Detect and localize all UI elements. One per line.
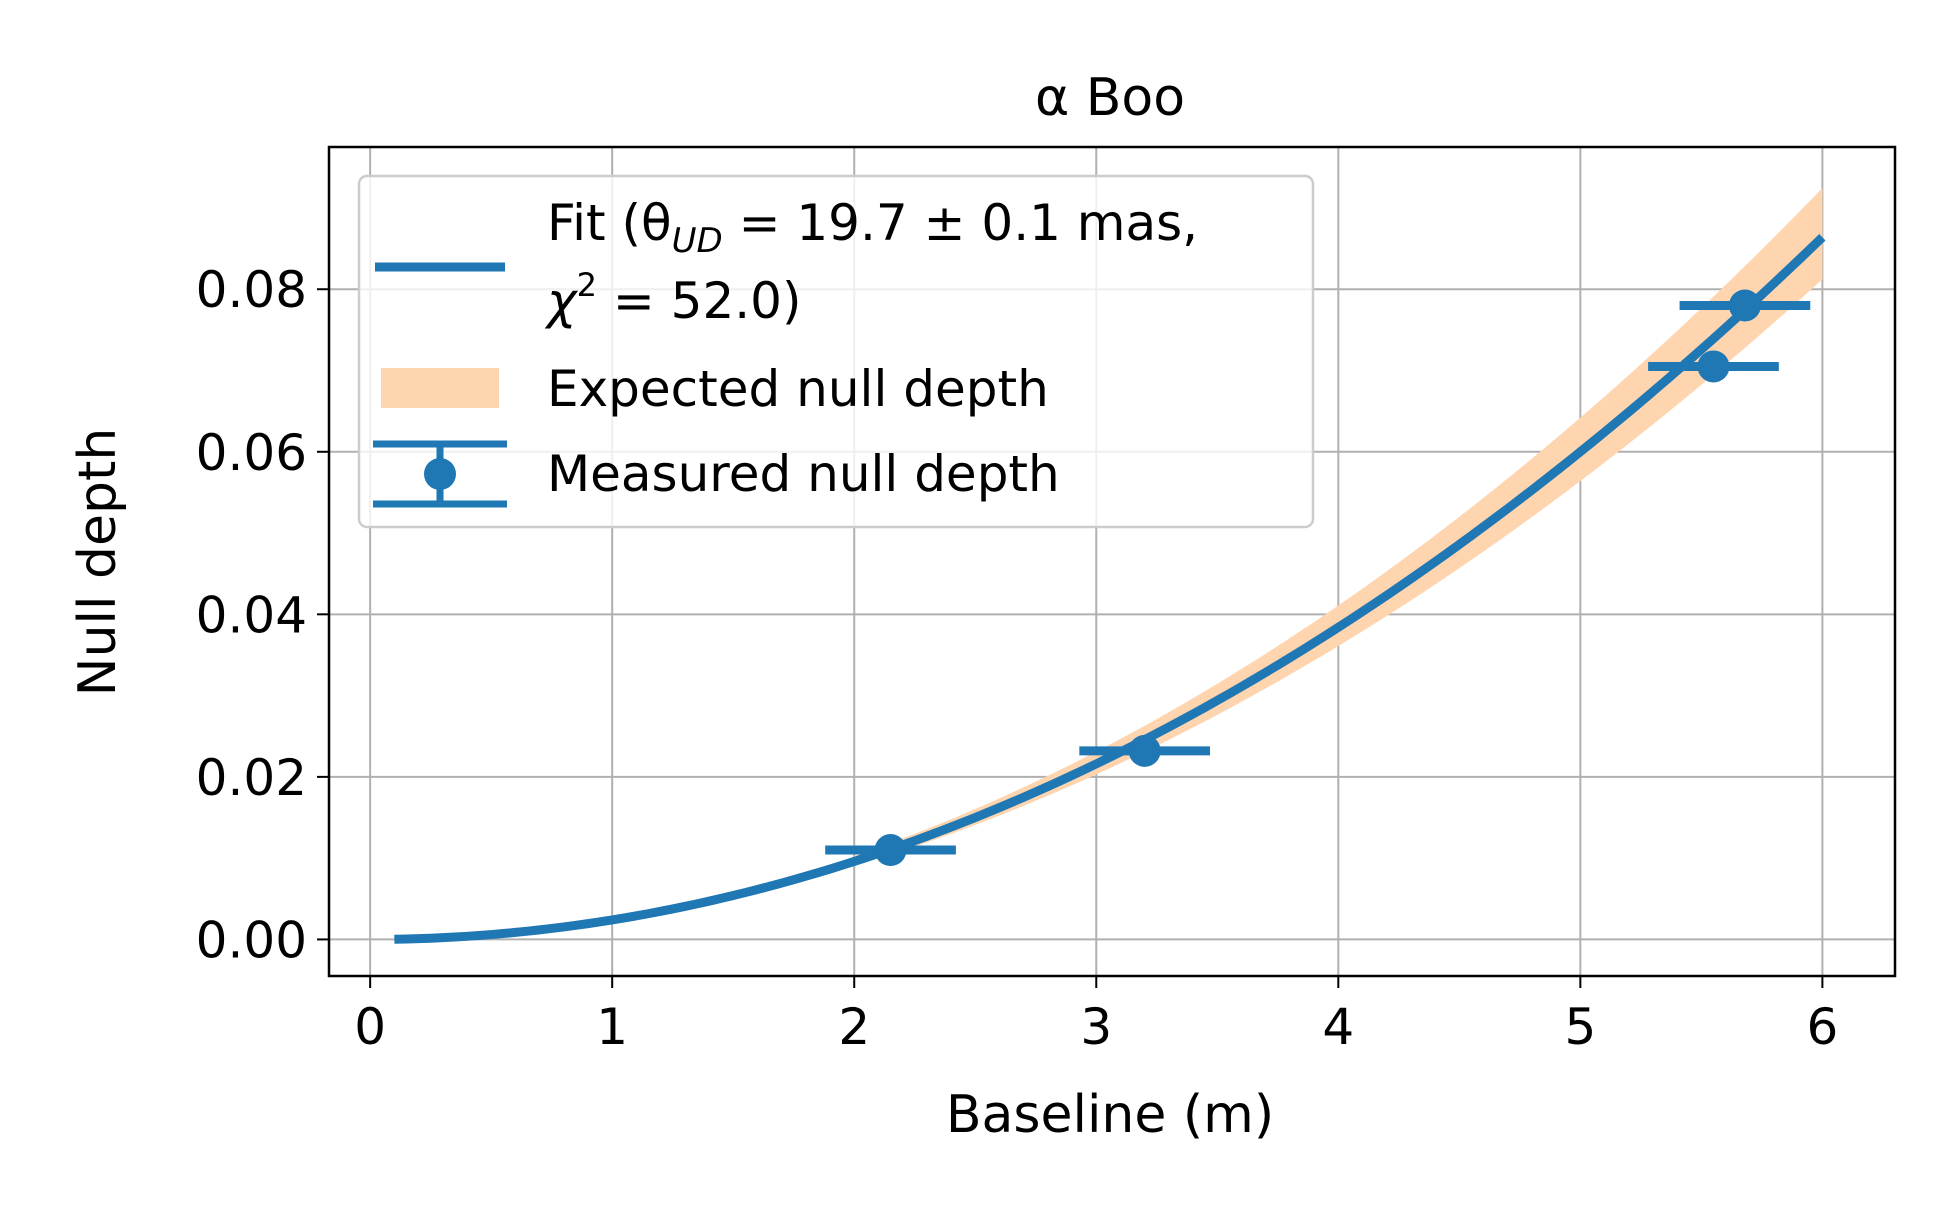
data-point <box>874 834 907 867</box>
x-tick-label: 1 <box>596 998 628 1056</box>
x-tick-label: 5 <box>1564 998 1596 1056</box>
y-axis-label: Null depth <box>68 428 128 697</box>
legend-box <box>357 174 1315 529</box>
y-tick-label: 0.02 <box>196 749 307 807</box>
legend-band-swatch <box>381 368 499 408</box>
y-tick-label: 0.00 <box>196 911 307 969</box>
data-point <box>1728 289 1761 322</box>
legend-fit-label-line2: χ2 = 52.0) <box>544 266 801 330</box>
y-tick-label: 0.08 <box>196 261 307 319</box>
axes-frame <box>327 145 1897 978</box>
legend-band-label: Expected null depth <box>547 360 1049 418</box>
x-tick-label: 2 <box>838 998 870 1056</box>
data-point <box>1697 350 1730 383</box>
points-layer <box>825 289 1811 867</box>
x-axis-label: Baseline (m) <box>946 1085 1274 1145</box>
legend: Fit (θUD = 19.7 ± 0.1 mas, χ2 = 52.0) Ex… <box>357 174 1315 529</box>
y-tick-label: 0.04 <box>196 586 307 644</box>
x-tick-label: 0 <box>354 998 386 1056</box>
legend-fit-label-line1: Fit (θUD = 19.7 ± 0.1 mas, <box>547 194 1198 261</box>
legend-points-label: Measured null depth <box>547 445 1060 503</box>
chart-title: α Boo <box>1035 68 1185 128</box>
y-tick-label: 0.06 <box>196 424 307 482</box>
x-tick-label: 4 <box>1322 998 1354 1056</box>
x-tick-label: 6 <box>1806 998 1838 1056</box>
x-tick-label: 3 <box>1080 998 1112 1056</box>
legend-points-swatch <box>373 440 507 508</box>
fit-line-layer <box>394 233 1826 944</box>
fit-line <box>394 233 1826 944</box>
ticks: 0 1 2 3 4 5 6 0.00 0.02 0.04 0.06 0.08 <box>196 261 1839 1056</box>
data-point <box>1128 734 1161 767</box>
